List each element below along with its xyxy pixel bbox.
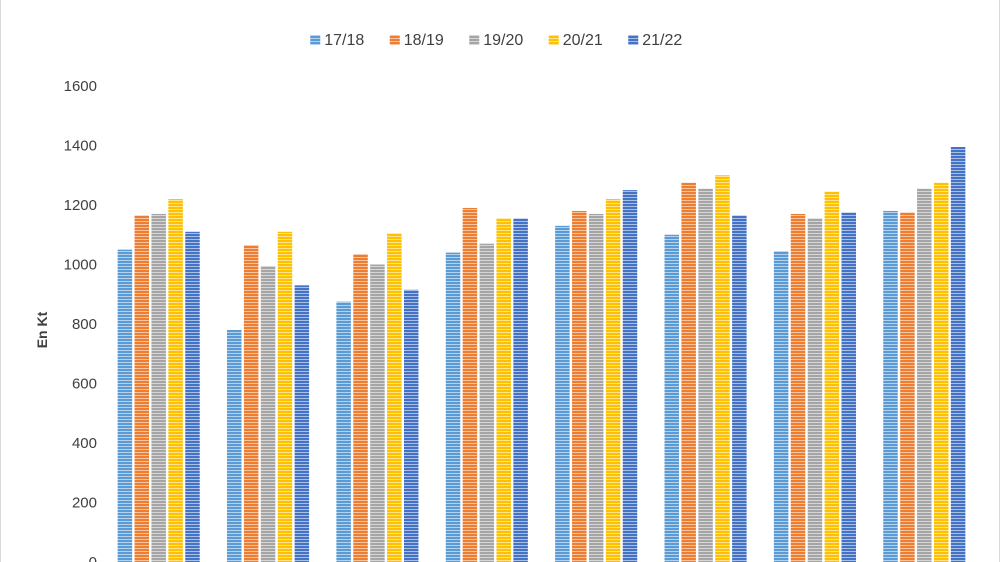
bar (572, 210, 587, 562)
bar (387, 233, 402, 562)
bar (277, 231, 293, 562)
bar (445, 252, 461, 562)
bar-group (117, 199, 200, 562)
y-tick-label: 1400 (64, 138, 97, 155)
legend-swatch (310, 35, 321, 45)
bar (462, 207, 478, 562)
bar-group (445, 207, 528, 562)
bar-group (773, 191, 856, 562)
y-tick-label: 0 (89, 554, 97, 562)
legend-label: 19/20 (483, 32, 523, 49)
y-tick-label: 1600 (64, 78, 97, 95)
bars (117, 146, 966, 562)
bar (117, 249, 133, 562)
bar (555, 225, 570, 562)
bar (715, 175, 730, 562)
legend-label: 20/21 (563, 32, 603, 49)
y-tick-label: 1200 (64, 197, 97, 214)
legend-item: 19/20 (469, 32, 523, 49)
bar (807, 218, 823, 562)
bar (243, 245, 259, 562)
bar (479, 243, 495, 562)
legend-swatch (628, 35, 639, 45)
bar-group (227, 231, 310, 562)
bar (353, 254, 368, 562)
y-tick-label: 800 (72, 316, 97, 333)
bar (698, 188, 713, 562)
bar-group (555, 190, 638, 562)
bar (227, 329, 242, 562)
bar (588, 213, 604, 562)
bar (513, 218, 528, 562)
bar (732, 215, 747, 562)
bar (134, 215, 150, 562)
y-tick-label: 1000 (64, 257, 97, 274)
legend-swatch (548, 35, 559, 45)
legend-swatch (389, 35, 400, 45)
bar (841, 212, 856, 562)
bar (790, 213, 806, 562)
bar (336, 301, 351, 562)
bar (185, 231, 200, 562)
bar (917, 188, 932, 562)
bar (294, 285, 310, 562)
bar (681, 182, 696, 562)
bar (605, 199, 621, 562)
bar (622, 190, 638, 562)
bar (403, 289, 419, 562)
legend-label: 18/19 (404, 32, 444, 49)
y-tick-label: 200 (72, 495, 97, 512)
legend-item: 17/18 (310, 32, 364, 49)
bar (950, 146, 966, 562)
bar-group (664, 175, 747, 562)
bar (151, 213, 166, 562)
bar-group (336, 233, 419, 562)
bar (933, 182, 949, 562)
y-tick-label: 400 (72, 435, 97, 452)
bar (370, 264, 385, 562)
legend-item: 20/21 (548, 32, 603, 49)
bar-group (883, 146, 966, 562)
legend-swatch (469, 35, 480, 45)
bar (824, 191, 840, 562)
bar (168, 199, 183, 562)
legend-label: 17/18 (324, 32, 364, 49)
bar (496, 218, 511, 562)
bar (664, 234, 680, 562)
bar (773, 251, 789, 562)
legend-item: 21/22 (628, 32, 682, 49)
legend-item: 18/19 (389, 32, 444, 49)
bar (260, 265, 276, 562)
legend: 17/18 18/19 19/20 20/21 21/22 (310, 32, 682, 49)
y-tick-label: 600 (72, 376, 97, 393)
bar (883, 210, 898, 562)
y-axis-label: En Kt (34, 311, 50, 348)
y-axis: 0 200 400 600 800 1000 1200 1400 1600 (64, 78, 97, 562)
bar (900, 212, 915, 562)
legend-label: 21/22 (642, 32, 682, 49)
